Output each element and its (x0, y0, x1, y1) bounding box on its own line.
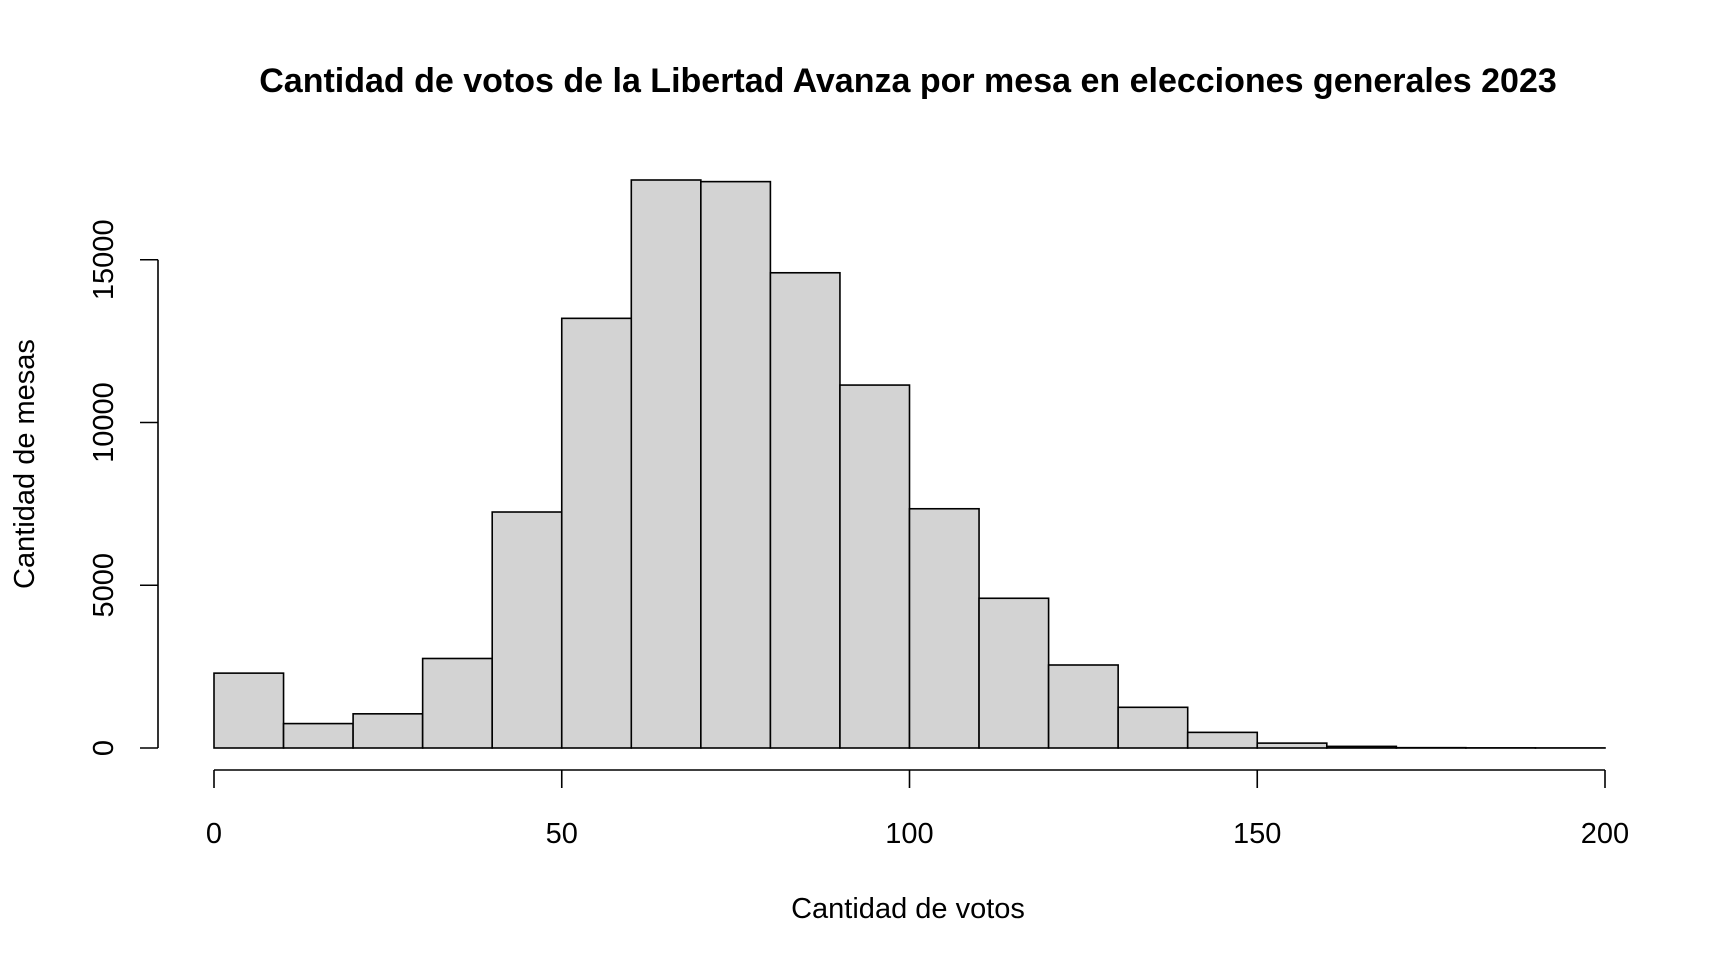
histogram-bar-9 (840, 385, 910, 748)
histogram-bar-6 (631, 180, 701, 748)
histogram-bar-5 (562, 318, 632, 748)
histogram-bar-16 (1327, 746, 1397, 748)
histogram-bar-14 (1188, 732, 1258, 748)
histogram-bar-3 (423, 658, 493, 748)
histogram-bar-13 (1118, 707, 1188, 748)
histogram-bar-8 (770, 273, 840, 748)
x-tick-label-1: 50 (546, 818, 578, 850)
x-tick-label-3: 150 (1233, 818, 1281, 850)
x-tick-label-2: 100 (885, 818, 933, 850)
histogram-bar-15 (1257, 743, 1327, 748)
bars-group (214, 180, 1605, 748)
x-tick-label-0: 0 (206, 818, 222, 850)
histogram-bar-11 (979, 598, 1049, 748)
x-axis-label: Cantidad de votos (791, 893, 1025, 925)
y-axis-label: Cantidad de mesas (9, 339, 41, 589)
y-tick-label-2: 10000 (88, 382, 120, 463)
y-tick-label-3: 15000 (88, 219, 120, 300)
x-axis: 0 50 100 150 200 (206, 770, 1629, 850)
x-tick-label-4: 200 (1581, 818, 1629, 850)
histogram-bar-1 (284, 724, 354, 748)
histogram-bar-0 (214, 673, 284, 748)
histogram-bar-4 (492, 512, 562, 748)
histogram-bar-12 (1049, 665, 1119, 748)
histogram-bar-10 (910, 509, 980, 748)
y-tick-label-1: 5000 (88, 553, 120, 618)
y-axis: 0 5000 10000 15000 (88, 219, 158, 756)
histogram-bar-7 (701, 182, 771, 748)
histogram-bar-2 (353, 714, 423, 748)
y-tick-label-0: 0 (88, 740, 120, 756)
chart-title: Cantidad de votos de la Libertad Avanza … (259, 62, 1557, 100)
